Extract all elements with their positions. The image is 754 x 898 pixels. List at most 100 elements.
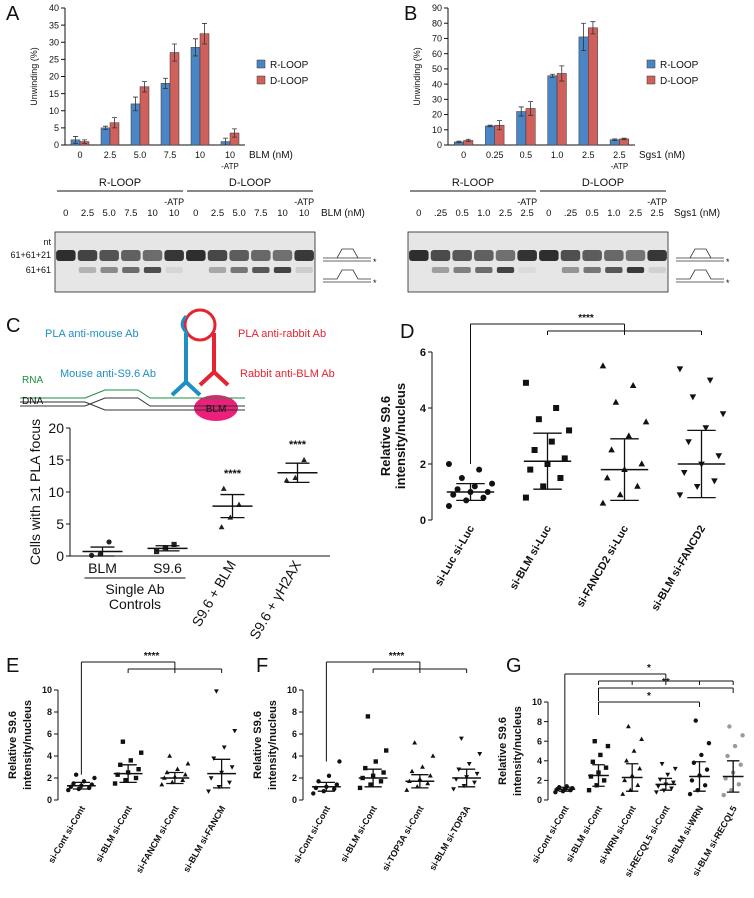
data-point bbox=[706, 740, 712, 746]
panel-letter: E bbox=[6, 655, 19, 677]
data-point bbox=[605, 743, 611, 749]
data-point bbox=[616, 491, 624, 498]
blm-protein bbox=[194, 395, 238, 421]
gel-unit: Sgs1 (nM) bbox=[674, 208, 720, 219]
legend-swatch bbox=[646, 59, 656, 69]
data-point bbox=[634, 482, 641, 489]
error-bar bbox=[693, 761, 706, 792]
data-point bbox=[211, 756, 217, 761]
gel-band bbox=[560, 250, 581, 261]
data-point bbox=[66, 787, 71, 793]
gel-marker: nt bbox=[43, 237, 51, 247]
data-point bbox=[458, 475, 465, 481]
gel-band bbox=[453, 267, 471, 273]
data-point bbox=[655, 784, 661, 789]
gel-marker: 61+61 bbox=[26, 265, 51, 275]
gel-band bbox=[561, 267, 580, 273]
gel-band bbox=[583, 267, 601, 273]
gel-band bbox=[100, 267, 118, 273]
data-point bbox=[622, 777, 628, 783]
significance: **** bbox=[289, 439, 307, 451]
lane-note: -ATP bbox=[164, 197, 184, 207]
y-tick-label: 2 bbox=[537, 776, 542, 786]
data-point bbox=[427, 773, 433, 778]
y-tick-label: 90 bbox=[432, 3, 442, 13]
data-point bbox=[680, 470, 688, 476]
data-point bbox=[715, 453, 723, 460]
error-bar bbox=[687, 429, 716, 499]
y-axis-label: intensity/nucleus bbox=[22, 700, 34, 790]
data-point bbox=[216, 785, 222, 790]
data-point bbox=[450, 491, 457, 498]
x-tick-label: si-BLM si-FANCD2 bbox=[649, 524, 708, 614]
data-point bbox=[133, 775, 139, 781]
data-point bbox=[599, 362, 607, 369]
x-tick-label: 2.5 bbox=[582, 150, 595, 160]
lane-label: 2.5 bbox=[81, 208, 94, 219]
gel-band bbox=[99, 250, 119, 261]
y-axis-label: Relative S9.6 bbox=[252, 711, 264, 779]
lane-label: 0 bbox=[546, 208, 551, 219]
diagram-label: DNA bbox=[22, 396, 43, 407]
y-tick-label: 30 bbox=[432, 94, 442, 104]
y-tick-label: 40 bbox=[49, 3, 59, 13]
ligation-arc bbox=[180, 315, 189, 335]
data-point bbox=[586, 788, 592, 793]
lane-label: 5.0 bbox=[233, 208, 246, 219]
data-point bbox=[445, 503, 452, 509]
data-point bbox=[566, 427, 573, 434]
lane-label: 0 bbox=[416, 208, 421, 219]
x-axis-label: Sgs1 (nM) bbox=[639, 150, 685, 161]
dna-strands bbox=[20, 397, 245, 411]
error-bar bbox=[112, 117, 117, 129]
data-point bbox=[725, 753, 730, 759]
data-point bbox=[363, 765, 368, 771]
data-point bbox=[635, 782, 641, 788]
data-point bbox=[729, 788, 734, 793]
data-point bbox=[706, 377, 714, 384]
y-tick-label: 2 bbox=[47, 773, 52, 783]
data-point bbox=[445, 461, 452, 467]
y-tick-label: 0 bbox=[537, 795, 542, 805]
error-bar bbox=[487, 124, 493, 128]
data-point bbox=[220, 485, 227, 491]
y-tick-label: 2 bbox=[420, 459, 426, 471]
data-point bbox=[384, 748, 389, 753]
data-point bbox=[608, 446, 615, 453]
error-bar bbox=[592, 764, 605, 787]
data-point bbox=[128, 758, 133, 763]
x-tick-label: si-FANCM si-Cont bbox=[134, 804, 181, 875]
x-tick-label: si-Cont si-Cont bbox=[530, 804, 571, 865]
lane-label: 1.0 bbox=[607, 208, 620, 219]
y-tick-label: 0 bbox=[420, 515, 426, 527]
gel-band bbox=[605, 267, 623, 273]
lane-label: 2.5 bbox=[211, 208, 224, 219]
substrate-schematic bbox=[323, 269, 371, 283]
data-point bbox=[425, 780, 431, 786]
data-point bbox=[653, 790, 659, 795]
error-bar bbox=[518, 106, 524, 117]
gel-band bbox=[208, 267, 227, 273]
lane-label: 2.5 bbox=[499, 208, 512, 219]
lane-label: 1.0 bbox=[477, 208, 490, 219]
error-bar bbox=[223, 137, 228, 146]
bar bbox=[516, 111, 527, 146]
data-point bbox=[620, 791, 626, 796]
data-point bbox=[702, 783, 708, 788]
data-point bbox=[598, 752, 603, 758]
ligation-circle bbox=[183, 308, 217, 342]
lane-label: 10 bbox=[299, 208, 310, 219]
error-bar bbox=[456, 140, 462, 144]
data-point bbox=[637, 766, 643, 771]
data-point bbox=[180, 777, 186, 782]
data-point bbox=[740, 733, 745, 738]
gel-band bbox=[626, 267, 645, 273]
gel-band bbox=[252, 267, 270, 273]
x-tick-label: 7.5 bbox=[164, 150, 177, 160]
mouse-antibody bbox=[170, 333, 202, 397]
gel-band bbox=[273, 267, 292, 273]
gel-band bbox=[164, 250, 184, 261]
data-point bbox=[159, 781, 165, 787]
error-bar bbox=[621, 137, 627, 141]
data-point bbox=[466, 761, 472, 767]
